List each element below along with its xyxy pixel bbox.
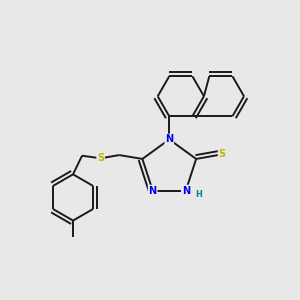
Text: N: N	[148, 185, 157, 196]
Text: N: N	[165, 134, 173, 144]
Text: N: N	[182, 185, 190, 196]
Text: H: H	[196, 190, 202, 199]
Text: S: S	[218, 149, 226, 159]
Text: S: S	[97, 153, 104, 163]
